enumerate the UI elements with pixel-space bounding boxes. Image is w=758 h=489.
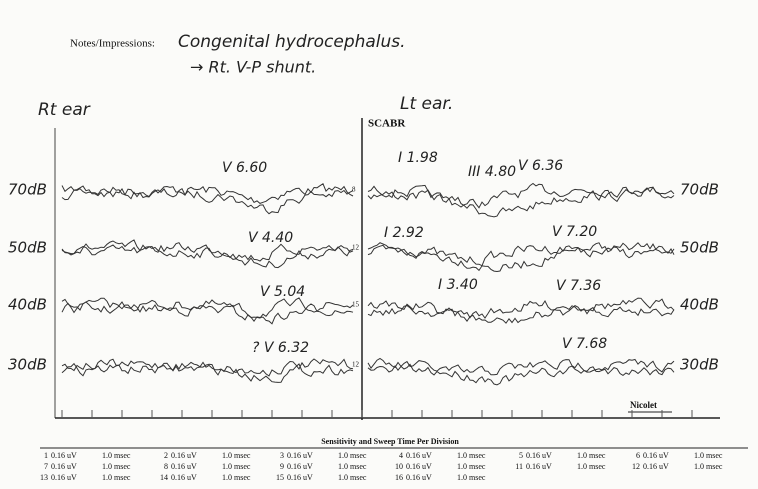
- panel-title: Lt ear.: [400, 94, 453, 114]
- sensitivity: 0.16 uV: [287, 462, 313, 471]
- sweep-time: 1.0 msec: [222, 451, 251, 460]
- sensitivity: 0.16 uV: [526, 451, 552, 460]
- sweep-time: 1.0 msec: [457, 451, 486, 460]
- waveform: [62, 240, 353, 261]
- annotation: V 5.04: [260, 284, 305, 300]
- sensitivity: 0.16 uV: [526, 462, 552, 471]
- annotation: V 7.36: [556, 278, 601, 294]
- sensitivity: 0.16 uV: [171, 451, 197, 460]
- level-label: 30dB: [8, 356, 47, 374]
- level-label: 50dB: [680, 239, 719, 257]
- waveform: [62, 302, 353, 324]
- report-page: Notes/Impressions: Congenital hydrocepha…: [0, 0, 758, 489]
- waveform: [62, 359, 353, 376]
- sweep-time: 1.0 msec: [577, 462, 606, 471]
- channel-number: 6: [636, 451, 640, 460]
- sweep-time: 1.0 msec: [694, 462, 723, 471]
- waveform: [368, 364, 674, 384]
- sensitivity: 0.16 uV: [51, 451, 77, 460]
- table-title: Sensitivity and Sweep Time Per Division: [321, 437, 459, 446]
- annotation: III 4.80: [468, 164, 516, 180]
- level-label: 50dB: [8, 239, 47, 257]
- sweep-time: 1.0 msec: [222, 473, 251, 482]
- channel-label: 15: [352, 301, 360, 309]
- panel-subtitle: SCABR: [368, 118, 406, 130]
- level-label: 70dB: [8, 181, 47, 199]
- annotation: V 6.36: [518, 158, 563, 174]
- waveform: [368, 298, 674, 318]
- level-label: 30dB: [680, 356, 719, 374]
- level-label: 40dB: [8, 296, 47, 314]
- channel-label: 12: [352, 244, 360, 252]
- panel-title: Rt ear: [38, 100, 91, 120]
- channel-number: 5: [519, 451, 523, 460]
- sensitivity: 0.16 uV: [643, 462, 669, 471]
- waveform: [368, 359, 674, 375]
- sweep-time: 1.0 msec: [338, 451, 367, 460]
- sensitivity: 0.16 uV: [171, 473, 197, 482]
- sweep-time: 1.0 msec: [102, 473, 131, 482]
- sensitivity: 0.16 uV: [406, 473, 432, 482]
- sensitivity: 0.16 uV: [643, 451, 669, 460]
- channel-number: 15: [276, 473, 284, 482]
- sweep-time: 1.0 msec: [577, 451, 606, 460]
- sweep-time: 1.0 msec: [102, 451, 131, 460]
- annotation: I 3.40: [438, 277, 478, 293]
- notes-label: Notes/Impressions:: [70, 38, 155, 50]
- sweep-time: 1.0 msec: [338, 462, 367, 471]
- sweep-time: 1.0 msec: [457, 473, 486, 482]
- note: → Rt. V-P shunt.: [190, 58, 316, 77]
- sensitivity: 0.16 uV: [171, 462, 197, 471]
- annotation: V 7.68: [562, 336, 607, 352]
- sweep-time: 1.0 msec: [222, 462, 251, 471]
- channel-number: 2: [164, 451, 168, 460]
- annotation: ? V 6.32: [252, 340, 309, 356]
- annotation: V 4.40: [248, 230, 293, 246]
- channel-number: 14: [160, 473, 168, 482]
- level-label: 70dB: [680, 181, 719, 199]
- sweep-time: 1.0 msec: [102, 462, 131, 471]
- channel-number: 4: [399, 451, 403, 460]
- channel-label: 12: [352, 361, 360, 369]
- sweep-time: 1.0 msec: [457, 462, 486, 471]
- channel-number: 10: [395, 462, 403, 471]
- channel-label: 8: [352, 186, 356, 194]
- annotation: V 7.20: [552, 224, 597, 240]
- annotation: I 1.98: [398, 150, 438, 166]
- channel-number: 9: [280, 462, 284, 471]
- sensitivity: 0.16 uV: [406, 451, 432, 460]
- channel-number: 1: [44, 451, 48, 460]
- channel-number: 11: [515, 462, 523, 471]
- level-label: 40dB: [680, 296, 719, 314]
- channel-number: 12: [632, 462, 640, 471]
- sweep-time: 1.0 msec: [338, 473, 367, 482]
- sensitivity: 0.16 uV: [287, 473, 313, 482]
- channel-number: 7: [44, 462, 48, 471]
- report: Notes/Impressions: Congenital hydrocepha…: [0, 0, 758, 489]
- channel-number: 3: [280, 451, 284, 460]
- channel-number: 16: [395, 473, 403, 482]
- channel-number: 13: [40, 473, 48, 482]
- waveform: [62, 245, 353, 268]
- note: Congenital hydrocephalus.: [178, 32, 406, 52]
- sensitivity: 0.16 uV: [406, 462, 432, 471]
- sensitivity: 0.16 uV: [51, 462, 77, 471]
- annotation: I 2.92: [384, 225, 424, 241]
- sweep-time: 1.0 msec: [694, 451, 723, 460]
- waveform: [368, 243, 674, 266]
- sensitivity: 0.16 uV: [287, 451, 313, 460]
- sensitivity: 0.16 uV: [51, 473, 77, 482]
- channel-number: 8: [164, 462, 168, 471]
- device-name: Nicolet: [630, 400, 657, 410]
- annotation: V 6.60: [222, 160, 267, 176]
